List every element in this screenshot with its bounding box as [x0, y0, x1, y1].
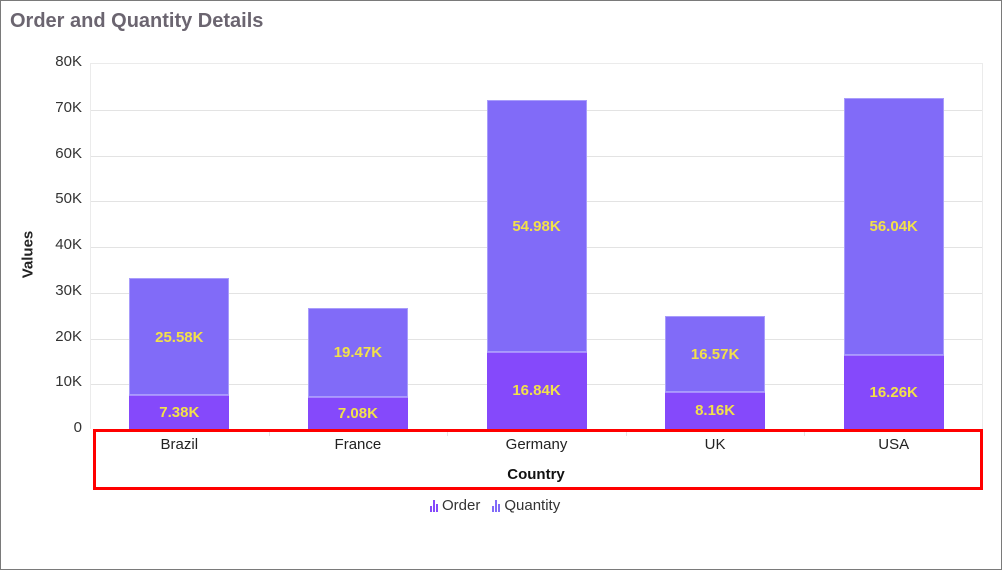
x-axis-label: Country — [507, 466, 565, 483]
y-tick-label: 60K — [55, 144, 82, 162]
x-axis-highlight-box — [93, 429, 983, 490]
bar-quantity-france[interactable] — [307, 307, 408, 397]
x-tick-label: UK — [704, 436, 726, 453]
x-tick-label: France — [334, 436, 382, 453]
legend-label: Quantity — [504, 497, 561, 514]
legend: Order Quantity — [430, 497, 560, 514]
data-label-quantity: 54.98K — [512, 218, 561, 236]
bar-order-france[interactable] — [307, 396, 408, 429]
bar-quantity-brazil[interactable] — [129, 278, 230, 396]
data-label-order: 7.08K — [337, 404, 378, 422]
legend-item-quantity[interactable]: Quantity — [492, 497, 560, 514]
y-tick-label: 50K — [55, 190, 82, 208]
y-tick-label: 30K — [55, 281, 82, 299]
data-label-order: 16.84K — [512, 382, 561, 400]
x-tick-mark — [447, 429, 449, 436]
bar-quantity-uk[interactable] — [665, 315, 766, 392]
y-tick-label: 40K — [55, 236, 82, 253]
y-tick-label: 0 — [73, 419, 82, 436]
x-tick-mark — [804, 429, 806, 436]
data-label-order: 8.16K — [695, 402, 736, 420]
y-tick-label: 80K — [55, 53, 82, 70]
legend-label: Order — [442, 497, 481, 514]
bar-chart-icon — [492, 499, 501, 512]
y-axis-label: Values — [19, 230, 37, 279]
x-tick-label: Germany — [505, 436, 568, 453]
data-label-order: 7.38K — [159, 404, 200, 422]
y-tick-label: 10K — [55, 373, 82, 391]
bar-order-germany[interactable] — [486, 351, 587, 429]
data-label-order: 16.26K — [869, 383, 918, 401]
bar-chart-icon — [430, 499, 438, 512]
bar-quantity-usa[interactable] — [843, 98, 944, 355]
bar-quantity-germany[interactable] — [486, 100, 587, 352]
y-tick-label: 70K — [55, 98, 82, 116]
data-label-quantity: 19.47K — [333, 344, 383, 362]
y-tick-label: 20K — [55, 327, 82, 345]
legend-item-order[interactable]: Order — [430, 497, 480, 514]
chart-title: Order and Quantity Details — [10, 10, 264, 32]
bar-order-brazil[interactable] — [129, 395, 230, 429]
bar-order-uk[interactable] — [665, 391, 766, 429]
x-tick-mark — [625, 429, 627, 436]
data-label-quantity: 25.58K — [155, 328, 204, 346]
data-label-quantity: 56.04K — [869, 218, 918, 236]
data-label-quantity: 16.57K — [690, 345, 740, 363]
x-tick-mark — [268, 429, 270, 436]
x-tick-label: USA — [878, 436, 910, 453]
x-tick-label: Brazil — [160, 436, 199, 453]
bar-order-usa[interactable] — [843, 354, 944, 429]
